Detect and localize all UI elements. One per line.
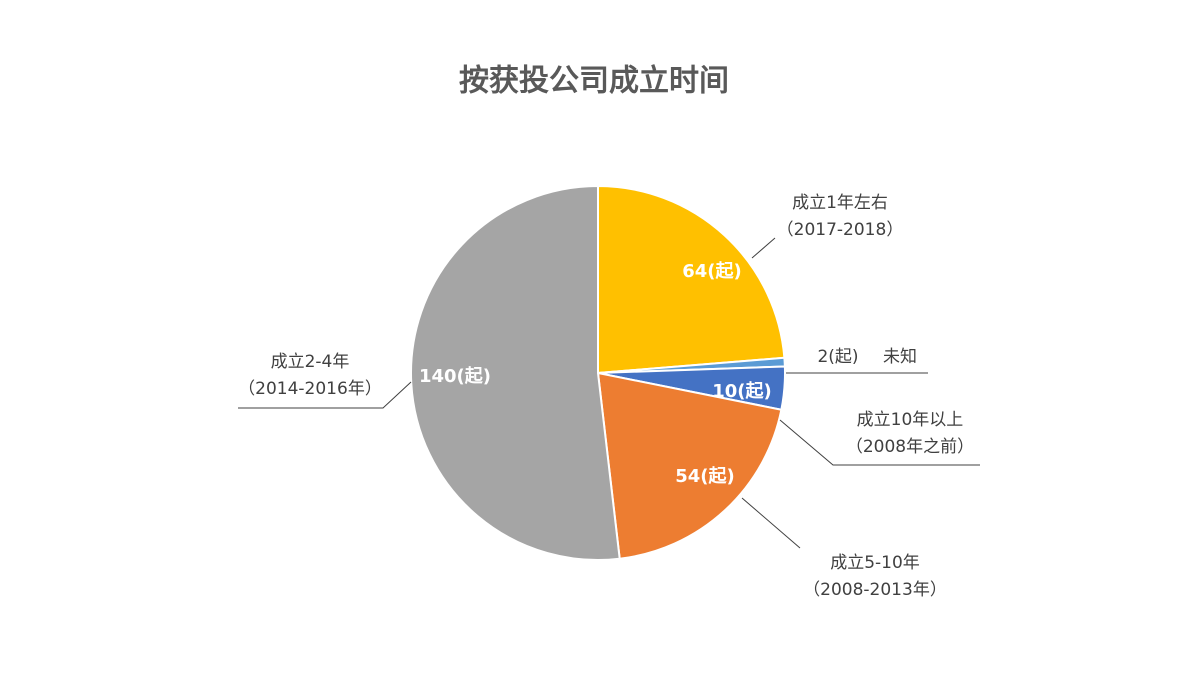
- value-label: 54(起): [675, 465, 735, 487]
- value-label: 140(起): [419, 365, 491, 387]
- category-period: （2014-2016年）: [238, 379, 382, 399]
- value-label: 64(起): [682, 260, 742, 282]
- leader-line: [751, 237, 776, 259]
- category-period: （2008年之前）: [846, 437, 974, 457]
- value-label: 2(起): [817, 347, 858, 367]
- category-label: 成立2-4年: [271, 352, 350, 372]
- pie-slice: [410, 184, 621, 561]
- category-period: （2008-2013年）: [803, 580, 947, 600]
- leader-line: [741, 497, 801, 549]
- leader-line: [779, 419, 980, 466]
- category-period: （2017-2018）: [777, 220, 904, 240]
- chart-title: 按获投公司成立时间: [459, 64, 729, 99]
- pie-slice: [597, 184, 786, 375]
- leader-line: [238, 381, 412, 409]
- category-label: 成立5-10年: [830, 553, 920, 573]
- category-label: 未知: [883, 347, 917, 367]
- category-label: 成立10年以上: [857, 410, 964, 430]
- pie-slice: [596, 371, 783, 560]
- category-label: 成立1年左右: [792, 193, 888, 213]
- value-label: 10(起): [712, 380, 772, 402]
